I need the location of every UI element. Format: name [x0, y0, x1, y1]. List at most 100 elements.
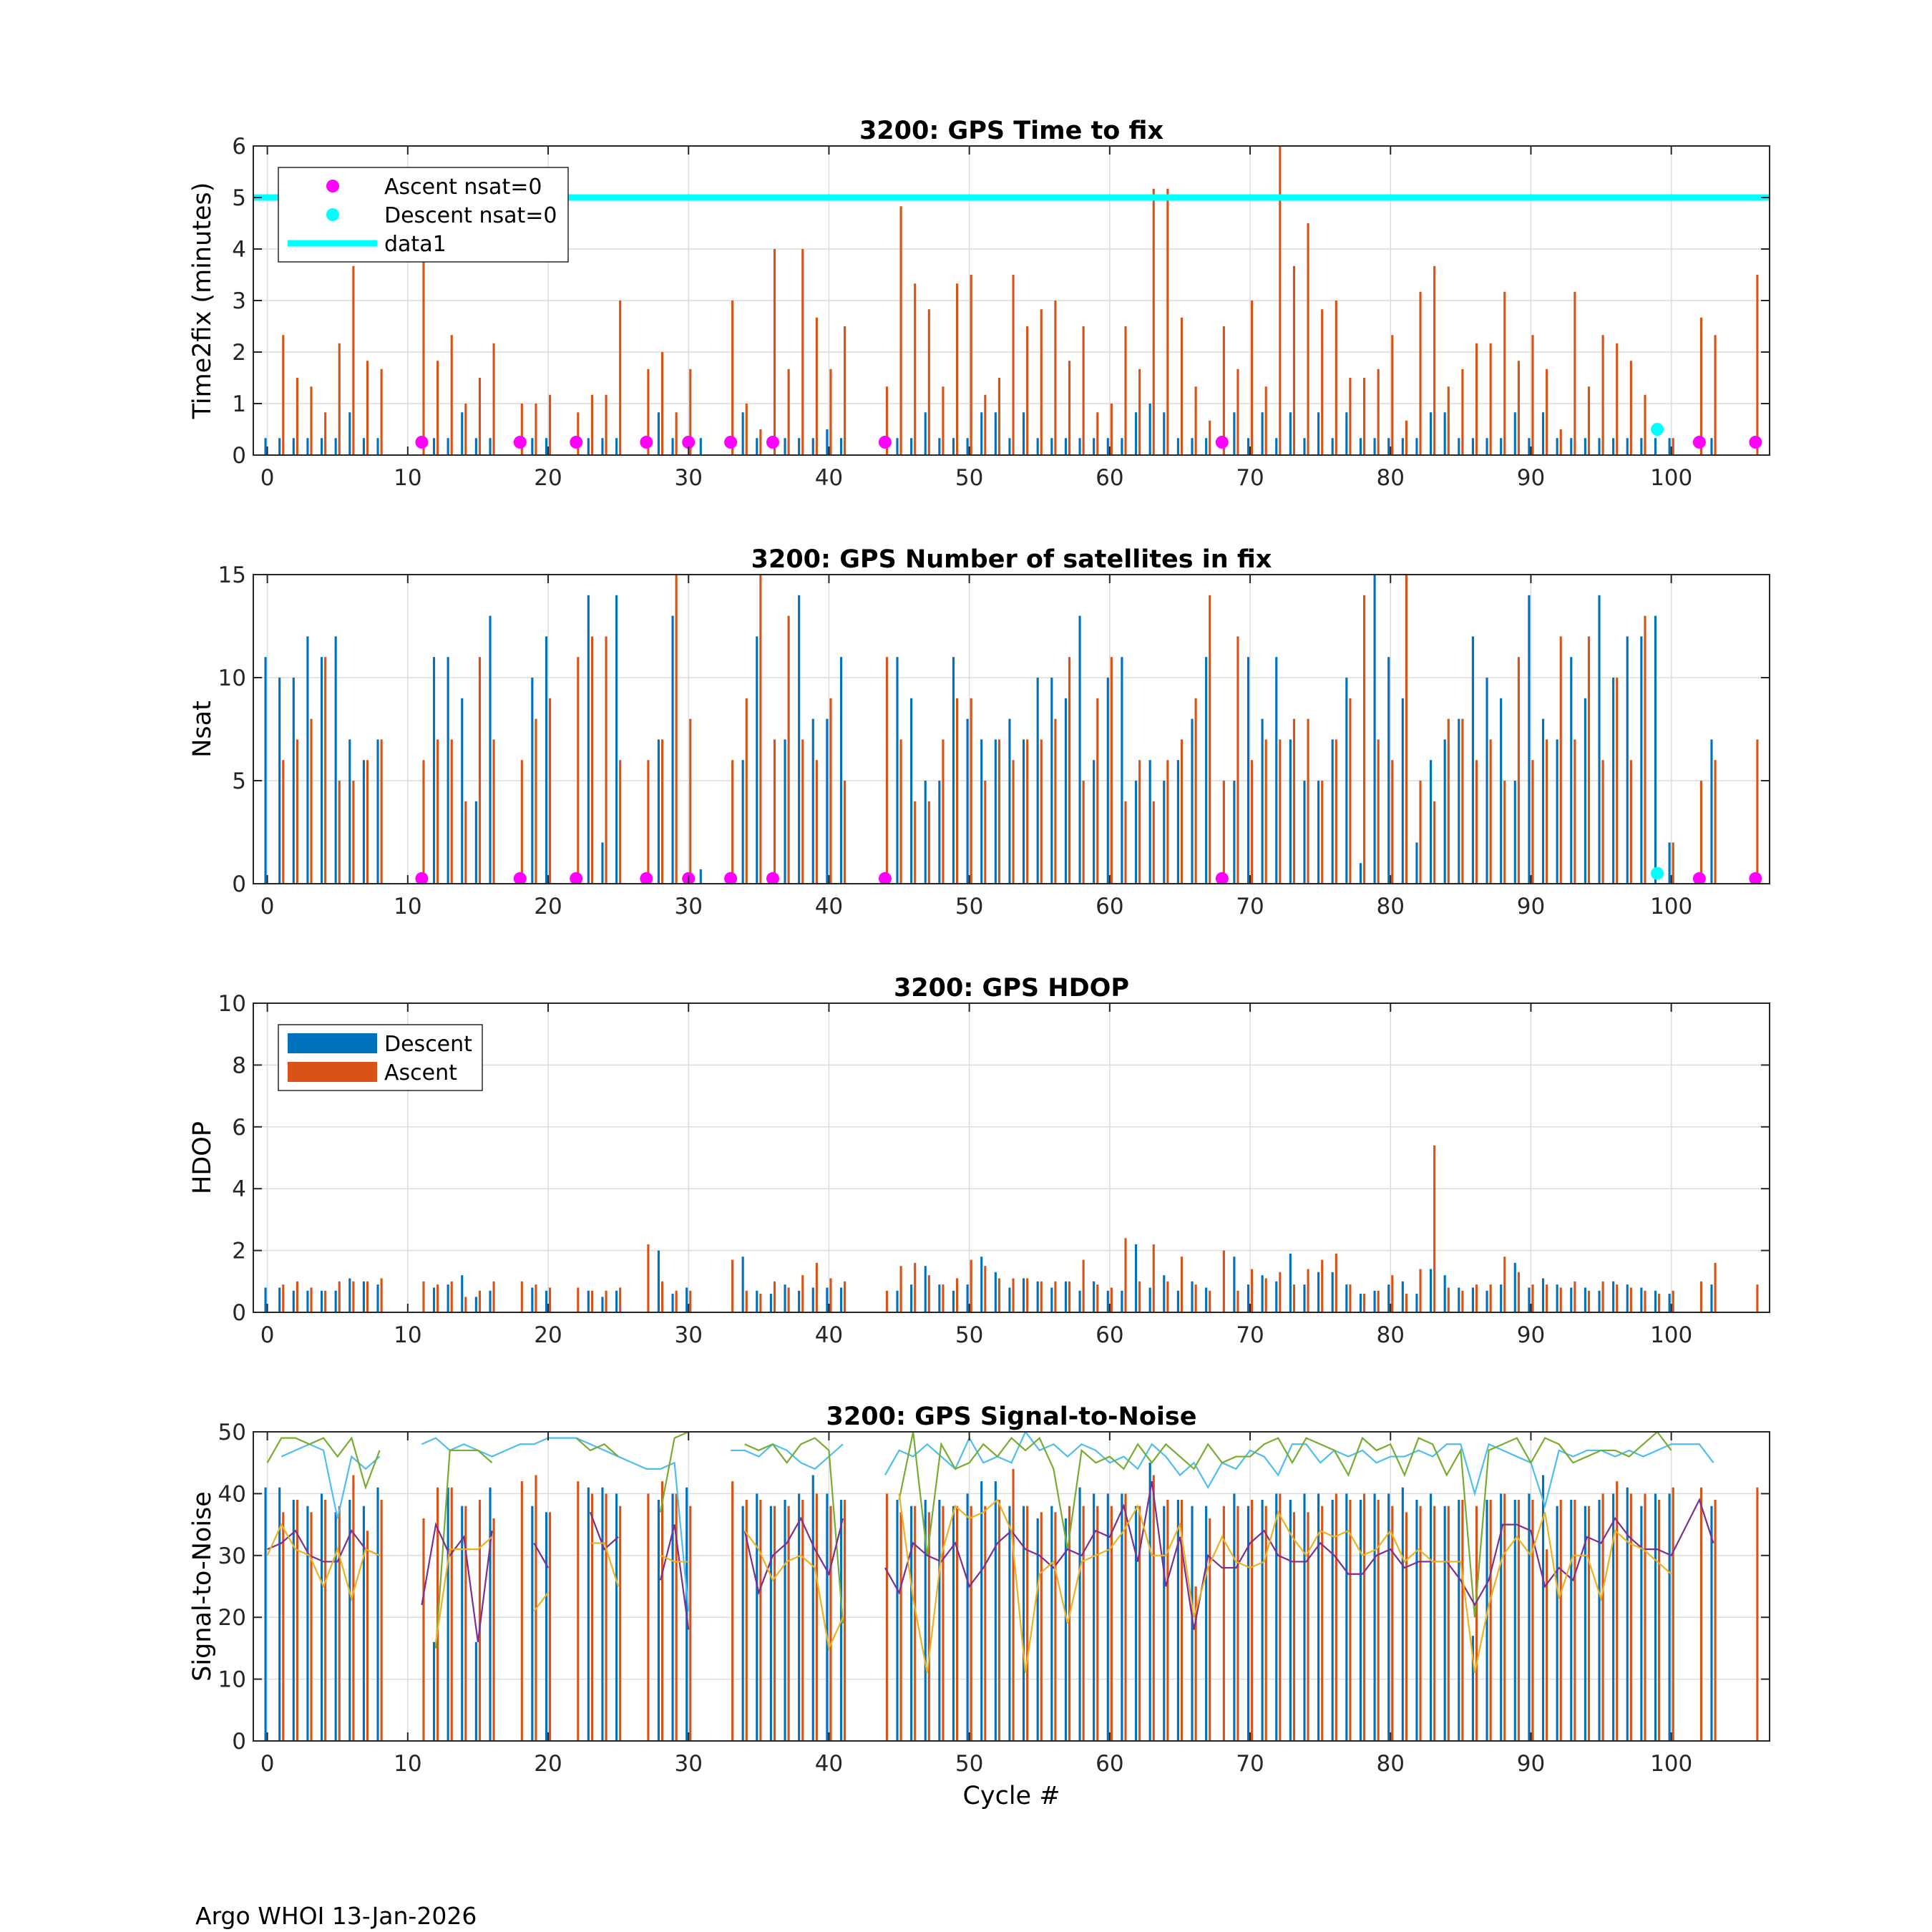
bar-ascent [590, 1290, 594, 1312]
bar-descent [1710, 1506, 1713, 1741]
bar-descent [1541, 412, 1545, 455]
bar-descent [1134, 412, 1138, 455]
bar-descent [334, 438, 337, 455]
bar-descent [1668, 1493, 1671, 1741]
bar-descent [1078, 615, 1081, 884]
bar-ascent [1461, 369, 1464, 455]
bar-ascent [997, 1500, 1000, 1741]
bar-descent [362, 1506, 365, 1741]
bar-ascent [1110, 404, 1113, 455]
bar-ascent [1166, 1281, 1169, 1312]
bar-ascent [689, 1290, 692, 1312]
bar-ascent [801, 739, 804, 884]
bar-ascent [1222, 1250, 1225, 1312]
bar-ascent [984, 1266, 987, 1312]
bar-ascent [1475, 343, 1478, 455]
bar-ascent [324, 1290, 327, 1312]
bar-ascent [1447, 718, 1450, 884]
bar-ascent [380, 369, 383, 455]
x-tick-label: 100 [1650, 465, 1692, 491]
bar-descent [1205, 657, 1208, 884]
snr-line-3 [533, 1542, 549, 1568]
bar-ascent [1601, 760, 1604, 884]
x-tick-label: 90 [1517, 894, 1545, 919]
bar-descent [601, 438, 604, 455]
bar-descent [1500, 438, 1503, 455]
snr-line-3 [659, 1524, 690, 1630]
bar-ascent [1180, 739, 1184, 884]
bar-descent [1233, 1493, 1236, 1741]
bar-ascent [1433, 1145, 1436, 1312]
bar-ascent [1616, 1481, 1619, 1741]
bar-ascent [1152, 1244, 1155, 1312]
bar-ascent [1574, 291, 1576, 455]
bar-descent [320, 1290, 323, 1312]
bar-ascent [689, 1506, 692, 1741]
bar-descent [657, 1500, 660, 1741]
bar-ascent [590, 1493, 594, 1741]
bar-descent [1134, 1506, 1138, 1741]
bar-ascent [366, 1281, 369, 1312]
snr-line-4 [266, 1523, 381, 1602]
bar-ascent [731, 760, 734, 884]
bar-ascent [1699, 1281, 1703, 1312]
bar-ascent [1405, 1294, 1407, 1312]
bar-ascent [1236, 1506, 1239, 1741]
bar-descent [1050, 438, 1053, 455]
bar-descent [1584, 1287, 1586, 1312]
bar-ascent [1264, 739, 1267, 884]
bar-descent [545, 438, 548, 455]
bar-ascent [1026, 739, 1029, 884]
y-axis-label: HDOP [188, 1121, 217, 1194]
bar-ascent [675, 412, 678, 455]
y-axis-label: Time2fix (minutes) [188, 182, 217, 420]
x-tick-label: 20 [534, 894, 562, 919]
bar-ascent [1616, 1284, 1619, 1312]
x-tick-label: 30 [675, 1751, 703, 1777]
bar-descent [1191, 1281, 1194, 1312]
bar-descent [278, 678, 281, 884]
bar-ascent [899, 1266, 902, 1312]
legend: Ascent nsat=0 Descent nsat=0 data1 [278, 167, 569, 263]
bar-descent [1612, 1281, 1615, 1312]
bar-descent [798, 438, 801, 455]
bar-descent [1513, 412, 1516, 455]
bar-descent [1008, 1506, 1011, 1741]
bar-ascent [815, 1262, 818, 1312]
bar-ascent [1461, 1290, 1464, 1312]
bar-ascent [1082, 1259, 1085, 1312]
bar-ascent [450, 1487, 453, 1741]
bar-descent [1471, 438, 1474, 455]
bar-ascent [955, 283, 959, 455]
bar-descent [1106, 678, 1109, 884]
x-tick-label: 90 [1517, 1751, 1545, 1777]
bar-ascent [1307, 1512, 1309, 1741]
bar-ascent [1251, 1500, 1254, 1741]
bar-ascent [366, 1531, 369, 1741]
bar-descent [1064, 438, 1068, 455]
bar-ascent [1040, 1281, 1043, 1312]
bar-ascent [1292, 1512, 1296, 1741]
y-tick-label: 2 [232, 340, 246, 366]
x-tick-label: 80 [1377, 465, 1405, 491]
bar-descent [292, 1290, 295, 1312]
ascent-nsat0-marker [513, 872, 527, 884]
bar-descent [1485, 678, 1488, 884]
bar-ascent [1362, 595, 1366, 884]
bar-descent [1275, 657, 1278, 884]
bar-ascent [282, 1512, 285, 1741]
bar-ascent [1292, 1284, 1296, 1312]
descent-nsat0-marker [1651, 867, 1664, 880]
bar-ascent [296, 1281, 298, 1312]
x-tick-label: 70 [1236, 1751, 1264, 1777]
bar-ascent [338, 343, 341, 455]
ascent-nsat0-marker [570, 872, 583, 884]
bar-descent [531, 1506, 534, 1741]
x-tick-label: 40 [815, 1751, 843, 1777]
legend-label: Descent [384, 1032, 472, 1057]
bar-ascent [787, 369, 790, 455]
bar-descent [1036, 678, 1039, 884]
bar-descent [1246, 438, 1250, 455]
bar-ascent [1531, 1500, 1534, 1741]
bar-ascent [759, 1500, 762, 1741]
